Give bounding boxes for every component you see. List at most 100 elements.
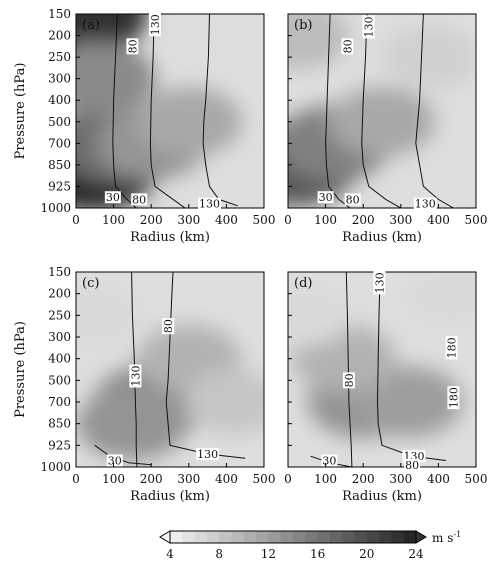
contour-80 [131,272,138,467]
y-tick-label: 150 [48,265,71,279]
contour-label: 30 [106,454,123,468]
y-tick-label: 250 [48,50,71,64]
svg-text:80: 80 [343,373,356,387]
panel-label: (d) [294,276,312,291]
svg-text:130: 130 [415,198,436,211]
y-tick-label: 200 [48,29,71,43]
colorbar-tick-label: 20 [359,547,374,561]
contour-label: 130 [196,448,220,461]
x-tick-label: 400 [215,213,238,227]
svg-text:80: 80 [126,39,139,53]
x-tick-label: 300 [177,213,200,227]
colorbar-step [329,531,343,543]
shading-blob [76,41,156,116]
svg-text:130: 130 [129,366,142,387]
contour-label: 80 [162,318,175,335]
contour-30 [325,14,351,208]
y-tick-label: 500 [48,115,71,129]
contour-label: 130 [129,364,142,388]
colorbar-step [256,531,269,543]
x-tick-label: 0 [284,472,292,486]
shading-blob [76,284,142,347]
svg-text:130: 130 [199,198,220,211]
colorbar-step [342,531,355,543]
x-tick-label: 400 [427,472,450,486]
svg-text:30: 30 [108,455,122,468]
x-axis-label: Radius (km) [130,489,210,504]
contour-label: 30 [321,454,338,468]
contour-label: 130 [362,15,375,39]
svg-text:80: 80 [346,193,360,206]
x-tick-label: 100 [314,213,337,227]
y-tick-label: 250 [48,308,71,322]
x-tick-label: 300 [389,472,412,486]
x-tick-label: 200 [352,213,375,227]
panel-label: (b) [294,18,312,33]
shading-blob [288,284,351,347]
colorbar-tick-label: 8 [215,547,223,561]
y-tick-label: 200 [48,287,71,301]
colorbar-step [366,531,380,543]
colorbar-step [305,531,319,543]
svg-text:80: 80 [162,319,175,333]
x-tick-label: 500 [253,213,276,227]
colorbar-max-arrow [415,530,427,544]
y-tick-label: 700 [48,136,71,150]
shading-blob [406,272,476,325]
colorbar-step [231,531,245,543]
svg-text:130: 130 [197,448,218,461]
x-tick-label: 100 [314,472,337,486]
panel-label: (c) [82,276,99,291]
svg-text:130: 130 [362,16,375,37]
y-tick-label: 400 [48,352,71,366]
x-tick-label: 100 [102,213,125,227]
y-tick-label: 925 [48,438,71,452]
panel-2: 130 80 130 30 (c) 0 100 200 300 400 500 150 200 250 30… [13,265,275,504]
shading-blob [382,25,476,89]
shading-blob [184,369,264,435]
colorbar-tick-label: 24 [408,547,424,561]
colorbar-step [354,531,368,543]
svg-text:30: 30 [322,455,336,468]
y-tick-label: 700 [48,395,71,409]
colorbar-frame [169,530,417,544]
contour-label: 30 [104,191,121,204]
colorbar-step [170,531,183,543]
colorbar-step [182,531,196,543]
colorbar: 4 8 12 16 20 24 m s-1 [159,530,461,561]
colorbar-step [403,531,417,543]
panel-0: 80 130 30 80 130 (a) 0 100 200 300 400 500 150 200 250… [13,7,276,245]
y-tick-label: 150 [48,7,71,21]
y-tick-label: 1000 [40,460,71,474]
x-tick-label: 200 [140,472,163,486]
shading-blob [288,14,351,69]
colorbar-step [194,531,208,543]
x-tick-label: 200 [352,472,375,486]
x-tick-label: 500 [465,213,488,227]
x-tick-label: 200 [140,213,163,227]
y-axis-label: Pressure (hPa) [13,321,28,418]
contour-label: 180 [447,386,460,410]
x-axis-label: Radius (km) [342,230,422,245]
colorbar-step [379,531,392,543]
colorbar-step [243,531,257,543]
contour-label: 130 [413,197,437,211]
y-tick-label: 400 [48,93,71,107]
contour-label: 80 [131,193,148,206]
x-tick-label: 0 [284,213,292,227]
x-axis-label: Radius (km) [342,489,422,504]
contour-30 [112,14,137,208]
svg-text:180: 180 [447,387,460,408]
y-tick-label: 1000 [40,201,71,215]
colorbar-step [219,531,232,543]
panel-1: 80 130 30 80 130 (b) 0 100 200 300 400 500 Radius (k… [284,13,488,245]
shading-blob [353,366,463,438]
y-tick-label: 850 [48,158,71,172]
y-tick-label: 850 [48,417,71,431]
contour-80 [361,14,402,208]
contour-130 [415,14,454,208]
colorbar-tick-label: 4 [166,547,174,561]
contour-130 [202,14,238,207]
